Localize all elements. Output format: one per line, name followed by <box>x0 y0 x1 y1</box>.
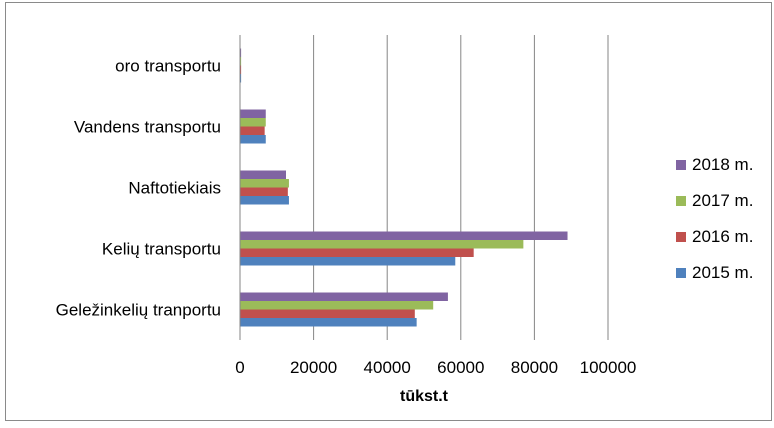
x-tick-label: 40000 <box>364 358 411 377</box>
x-tick-label: 100000 <box>580 358 637 377</box>
legend-swatch <box>676 232 686 242</box>
bar <box>240 170 286 179</box>
category-label: Vandens transportu <box>74 118 221 137</box>
category-label: Geležinkelių tranportu <box>56 301 221 320</box>
x-tick-label: 60000 <box>437 358 484 377</box>
legend-swatch <box>676 160 686 170</box>
legend: 2018 m. 2017 m. 2016 m. 2015 m. <box>676 155 753 282</box>
x-tick-label: 80000 <box>511 358 558 377</box>
x-tick-label: 0 <box>235 358 244 377</box>
bar <box>240 318 417 327</box>
bar <box>240 74 242 83</box>
category-labels: Geležinkelių tranportu Kelių transportu Na… <box>56 57 221 320</box>
bar <box>240 135 266 144</box>
category-label: oro transportu <box>115 57 221 76</box>
bars <box>240 48 568 327</box>
bar <box>240 196 289 205</box>
bar <box>240 187 288 196</box>
legend-label: 2016 m. <box>692 227 753 246</box>
bar <box>240 179 289 188</box>
legend-swatch <box>676 268 686 278</box>
legend-swatch <box>676 196 686 206</box>
bar <box>240 57 242 66</box>
bar <box>240 118 266 127</box>
category-label: Naftotiekiais <box>128 179 221 198</box>
category-label: Kelių transportu <box>102 240 221 259</box>
chart-border <box>5 2 772 421</box>
x-tick-label: 20000 <box>290 358 337 377</box>
x-tick-labels: 0 20000 40000 60000 80000 100000 <box>235 358 636 377</box>
legend-label: 2015 m. <box>692 263 753 282</box>
legend-label: 2018 m. <box>692 155 753 174</box>
bar <box>240 248 474 257</box>
bar <box>240 292 448 301</box>
bar <box>240 309 415 318</box>
bar <box>240 109 266 118</box>
gridlines <box>313 35 609 340</box>
bar <box>240 126 265 135</box>
bar <box>240 48 242 57</box>
bar <box>240 257 456 266</box>
x-axis-title: tūkst.t <box>400 388 449 405</box>
legend-label: 2017 m. <box>692 191 753 210</box>
bar <box>240 301 434 310</box>
bar <box>240 65 242 74</box>
bar <box>240 231 568 240</box>
bar <box>240 240 524 249</box>
